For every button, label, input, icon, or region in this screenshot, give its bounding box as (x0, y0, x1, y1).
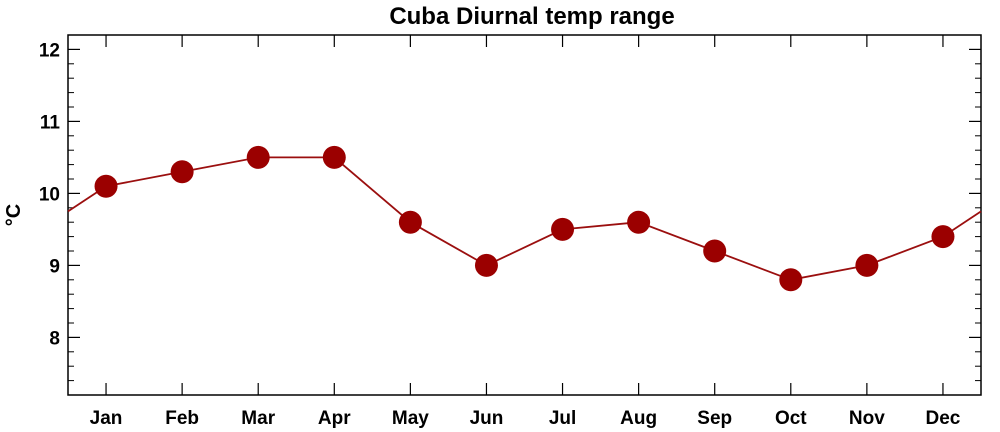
x-tick-label: Apr (318, 408, 351, 429)
x-tick-label: Aug (620, 408, 657, 429)
data-point-may (398, 210, 422, 234)
data-point-aug (627, 210, 651, 234)
x-tick-label: Nov (849, 408, 885, 429)
axis-ticks (68, 35, 981, 395)
data-point-nov (855, 253, 879, 277)
chart-title: Cuba Diurnal temp range (389, 3, 674, 30)
plot-frame (67, 34, 982, 396)
y-axis-label: °C (3, 204, 25, 226)
y-tick-label: 9 (49, 256, 60, 277)
data-point-dec (931, 225, 955, 249)
y-tick-label: 8 (49, 328, 60, 349)
data-point-jan (94, 174, 118, 198)
y-tick-label: 12 (39, 40, 60, 61)
data-point-jul (551, 217, 575, 241)
y-tick-label: 11 (40, 112, 61, 133)
data-point-mar (246, 145, 270, 169)
x-tick-label: Mar (241, 408, 275, 429)
data-point-sep (703, 239, 727, 263)
x-tick-label: Feb (165, 408, 199, 429)
x-tick-label: Sep (697, 408, 732, 429)
x-tick-label: Jul (549, 408, 576, 429)
data-point-apr (322, 145, 346, 169)
x-tick-label: May (392, 408, 429, 429)
x-tick-label: Jan (90, 408, 123, 429)
series-line (67, 156, 982, 281)
x-tick-label: Oct (775, 408, 807, 429)
tick-labels: 8 9 10 11 12 Jan Feb Mar Apr May Jun Jul Aug Sep Oct No… (39, 40, 961, 429)
x-tick-label: Dec (926, 408, 961, 429)
data-point-oct (779, 268, 803, 292)
series (67, 145, 982, 292)
x-tick-label: Jun (470, 408, 504, 429)
data-point-jun (474, 253, 498, 277)
data-point-feb (170, 160, 194, 184)
y-tick-label: 10 (39, 184, 60, 205)
